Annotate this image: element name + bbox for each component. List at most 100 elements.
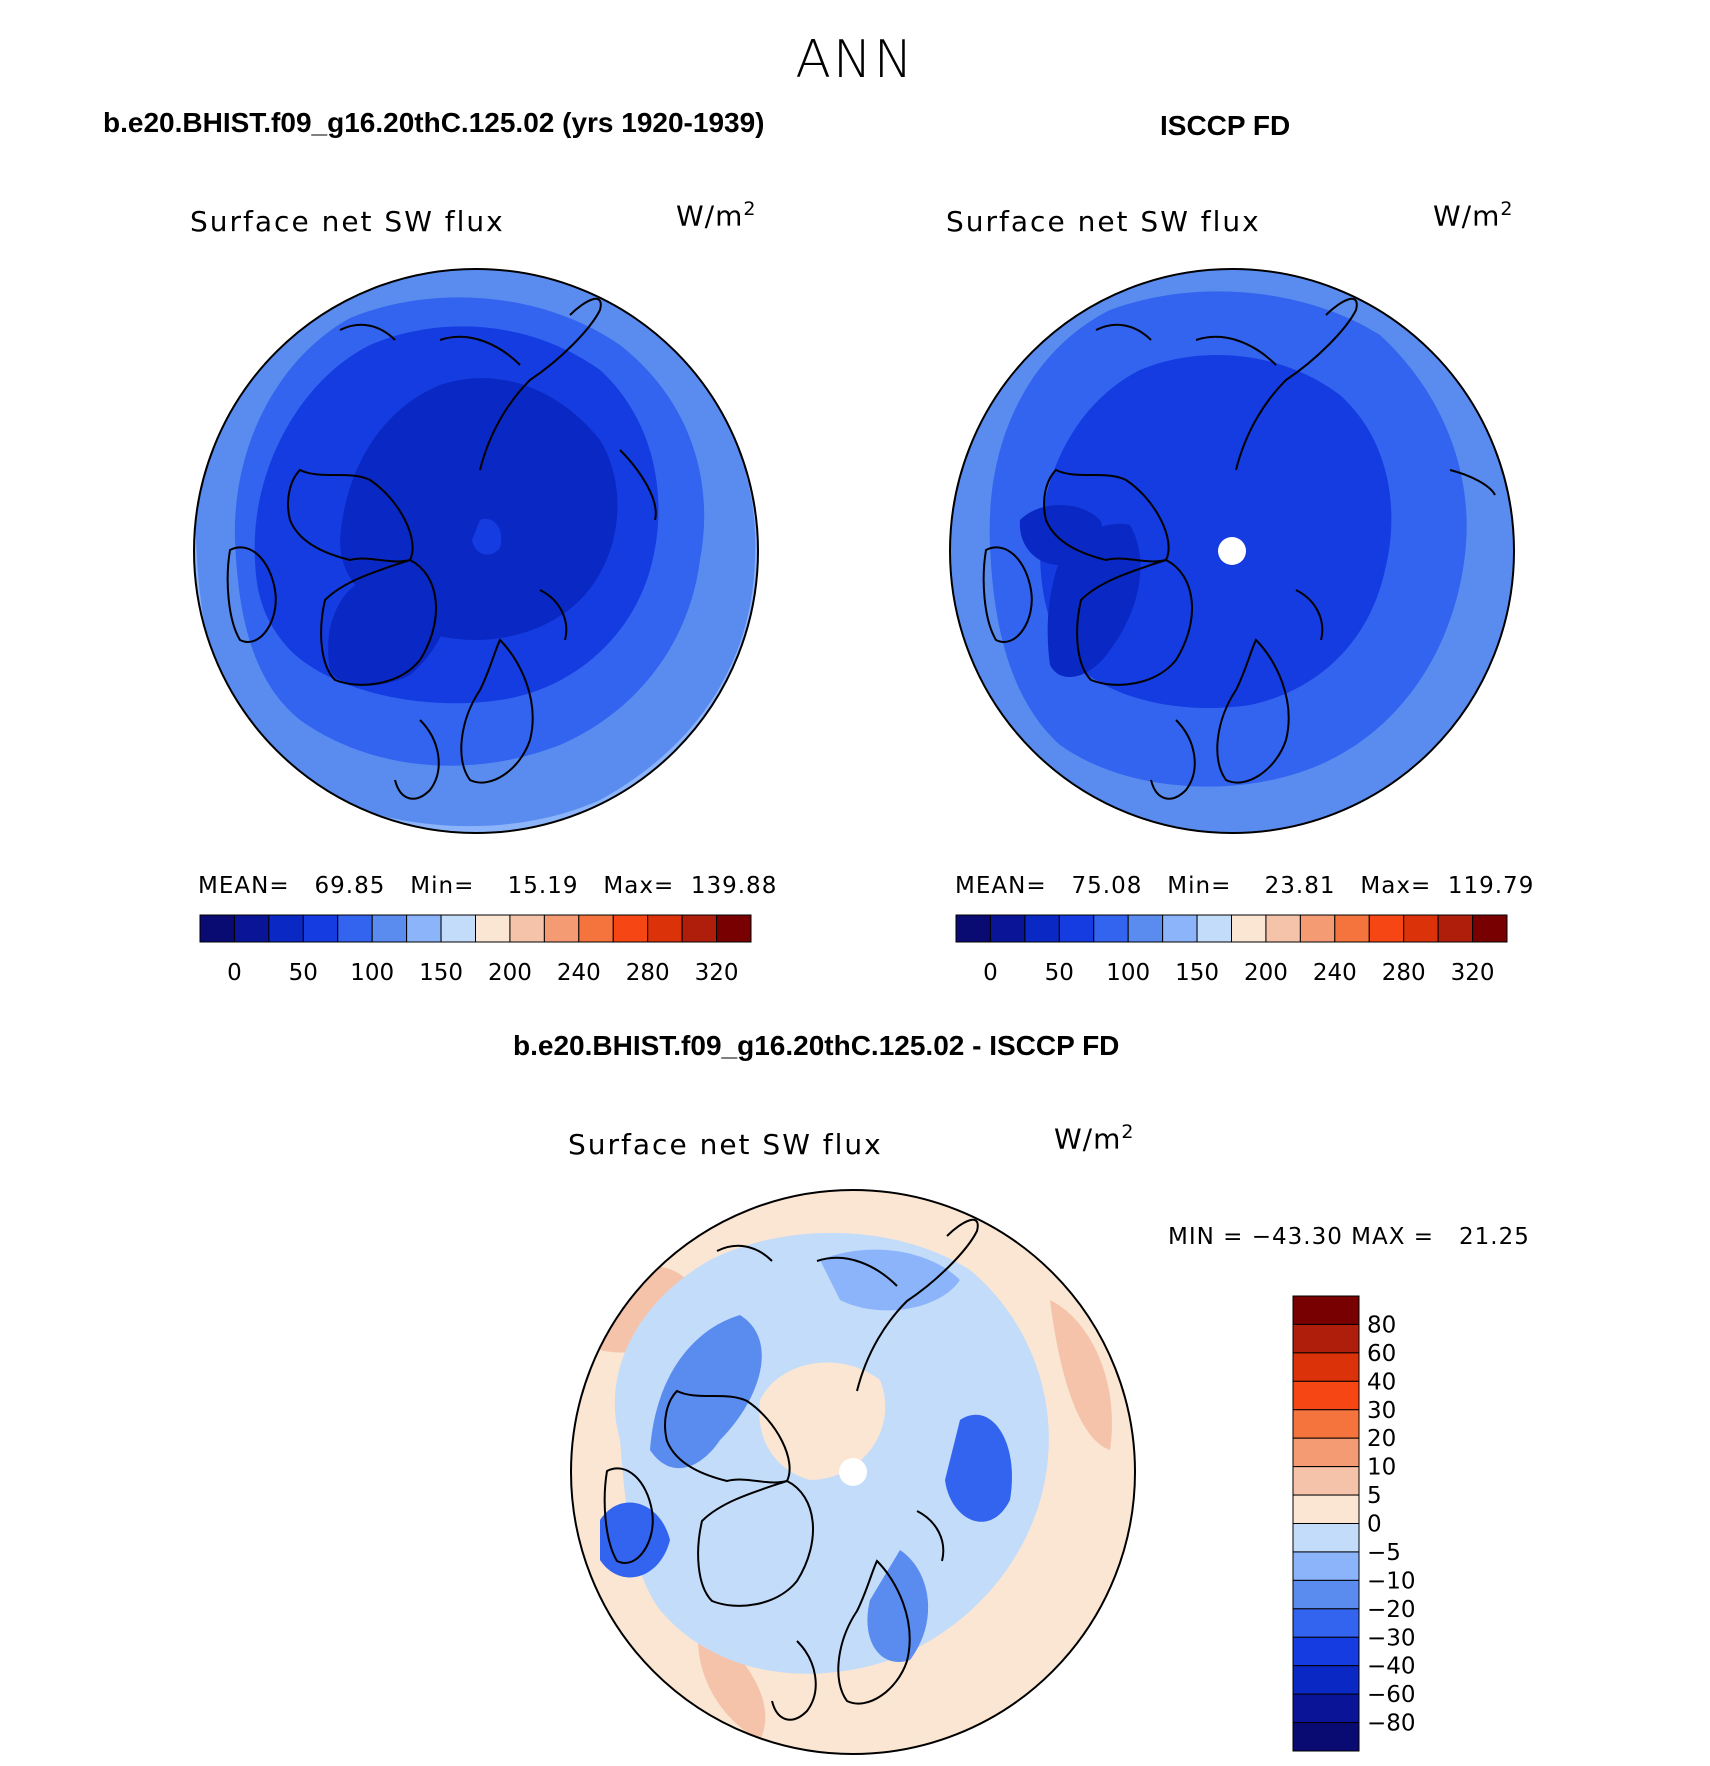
right-colorbar-tick-label: 200 xyxy=(1244,960,1288,986)
left-colorbar-swatch xyxy=(543,914,580,943)
diff-colorbar-swatch xyxy=(1292,1380,1360,1411)
left-colorbar-swatch xyxy=(406,914,442,943)
diff-field-warm-2 xyxy=(1050,1300,1112,1450)
left-colorbar-tick-label: 50 xyxy=(289,960,318,986)
right-colorbar-swatch xyxy=(955,914,991,943)
left-colorbar-swatch xyxy=(647,914,683,943)
right-colorbar-swatch xyxy=(1196,914,1232,943)
right-case-title: ISCCP FD xyxy=(1160,110,1291,141)
diff-colorbar-tick-label: −10 xyxy=(1367,1568,1416,1594)
left-colorbar-swatch xyxy=(475,914,511,943)
right-colorbar-swatch xyxy=(1265,914,1301,943)
right-colorbar-swatch xyxy=(1093,914,1129,943)
diff-field-archipelago xyxy=(650,1315,762,1469)
left-colorbar-swatch xyxy=(302,914,339,943)
right-stats: MEAN= 75.08 Min= 23.81 Max= 119.79 xyxy=(955,873,1535,899)
diff-colorbar-tick-label: 10 xyxy=(1367,1455,1396,1481)
left-colorbar-tick-label: 280 xyxy=(626,960,670,986)
left-variable-label: Surface net SW flux xyxy=(190,205,505,238)
right-colorbar-swatch xyxy=(1162,914,1198,943)
right-polar-map xyxy=(949,268,1515,834)
diff-colorbar-tick-label: −60 xyxy=(1367,1682,1416,1708)
left-stats: MEAN= 69.85 Min= 15.19 Max= 139.88 xyxy=(198,873,778,899)
diff-field-center-warm xyxy=(759,1362,886,1480)
right-colorbar-tick-label: 0 xyxy=(983,960,998,986)
diff-colorbar-tick-label: 0 xyxy=(1367,1512,1382,1538)
diff-colorbar-tick-label: 30 xyxy=(1367,1398,1396,1424)
diff-case-title: b.e20.BHIST.f09_g16.20thC.125.02 - ISCCP… xyxy=(513,1030,1120,1061)
diff-colorbar-tick-label: −5 xyxy=(1367,1540,1401,1566)
left-colorbar-tick-label: 150 xyxy=(419,960,463,986)
left-colorbar-tick-label: 200 xyxy=(488,960,532,986)
diff-colorbar-swatch xyxy=(1292,1409,1360,1439)
left-colorbar-tick-label: 240 xyxy=(557,960,601,986)
left-colorbar-swatch xyxy=(199,914,235,943)
diff-variable-label: Surface net SW flux xyxy=(568,1128,883,1161)
diff-colorbar-tick-label: −80 xyxy=(1367,1711,1416,1737)
diff-colorbar-tick-label: −20 xyxy=(1367,1597,1416,1623)
diff-colorbar-swatch xyxy=(1292,1494,1360,1524)
left-colorbar-tick-label: 0 xyxy=(227,960,242,986)
left-colorbar-tick-label: 320 xyxy=(695,960,739,986)
diff-polar-map xyxy=(570,1189,1136,1755)
diff-colorbar-swatch xyxy=(1292,1523,1360,1553)
left-colorbar-swatch xyxy=(371,914,408,943)
right-colorbar-swatch xyxy=(1472,914,1508,943)
diff-coastlines xyxy=(603,1218,979,1721)
left-coastlines xyxy=(226,297,657,800)
left-colorbar-swatch xyxy=(440,914,476,943)
right-field-archipelago xyxy=(1019,505,1103,565)
left-polar-map xyxy=(193,268,759,834)
season-title: ANN xyxy=(795,30,915,90)
diff-colorbar-swatch xyxy=(1292,1466,1360,1496)
right-colorbar-swatch xyxy=(1024,914,1060,943)
right-pole-gap xyxy=(1218,537,1246,565)
left-colorbar-swatch xyxy=(337,914,373,943)
right-colorbar-tick-label: 240 xyxy=(1313,960,1357,986)
right-colorbar-tick-label: 50 xyxy=(1045,960,1074,986)
diff-colorbar-tick-label: 60 xyxy=(1367,1341,1396,1367)
right-colorbar-swatch xyxy=(1437,914,1474,943)
diff-colorbar-swatch xyxy=(1292,1323,1360,1354)
right-colorbar-swatch xyxy=(1403,914,1439,943)
diff-pole-gap xyxy=(839,1458,867,1486)
right-colorbar-swatch xyxy=(1127,914,1164,943)
diff-colorbar-tick-label: −40 xyxy=(1367,1654,1416,1680)
left-case-title: b.e20.BHIST.f09_g16.20thC.125.02 (yrs 19… xyxy=(103,107,765,138)
left-colorbar-swatch xyxy=(716,914,752,943)
diff-field-scandinavia xyxy=(867,1550,929,1662)
diff-colorbar-swatch xyxy=(1292,1352,1360,1382)
left-colorbar: 0 50 100 150 200 240 280 320 xyxy=(199,914,752,986)
diff-stats: MIN = −43.30 MAX = 21.25 xyxy=(1168,1224,1530,1250)
diff-colorbar-swatch xyxy=(1292,1295,1360,1325)
right-colorbar-swatch xyxy=(1299,914,1336,943)
diff-colorbar-swatch xyxy=(1292,1722,1360,1752)
right-units-label: W/m2 xyxy=(1433,198,1514,233)
diff-colorbar-tick-label: −30 xyxy=(1367,1625,1416,1651)
right-colorbar-tick-label: 150 xyxy=(1175,960,1219,986)
right-colorbar-tick-label: 320 xyxy=(1451,960,1495,986)
right-variable-label: Surface net SW flux xyxy=(946,205,1261,238)
right-colorbar-tick-label: 100 xyxy=(1106,960,1150,986)
left-colorbar-tick-label: 100 xyxy=(350,960,394,986)
left-units-label: W/m2 xyxy=(676,198,757,233)
diff-colorbar-swatch xyxy=(1292,1608,1360,1638)
diff-units-label: W/m2 xyxy=(1054,1121,1135,1156)
left-colorbar-swatch xyxy=(268,914,304,943)
diff-colorbar-swatch xyxy=(1292,1665,1360,1695)
diff-colorbar-swatch xyxy=(1292,1551,1360,1581)
left-map-border xyxy=(193,268,759,834)
left-colorbar-swatch xyxy=(509,914,545,943)
diff-colorbar-tick-label: 20 xyxy=(1367,1426,1396,1452)
right-colorbar-swatch xyxy=(1058,914,1095,943)
left-colorbar-swatch xyxy=(612,914,649,943)
diff-colorbar-tick-label: 40 xyxy=(1367,1369,1396,1395)
diff-colorbar-swatch xyxy=(1292,1693,1360,1724)
right-colorbar: 0 50 100 150 200 240 280 320 xyxy=(955,914,1508,986)
left-field-patch xyxy=(472,519,502,555)
diff-map-border xyxy=(570,1189,1136,1755)
right-colorbar-tick-label: 280 xyxy=(1382,960,1426,986)
diff-colorbar-tick-label: 5 xyxy=(1367,1483,1382,1509)
right-colorbar-swatch xyxy=(1231,914,1267,943)
